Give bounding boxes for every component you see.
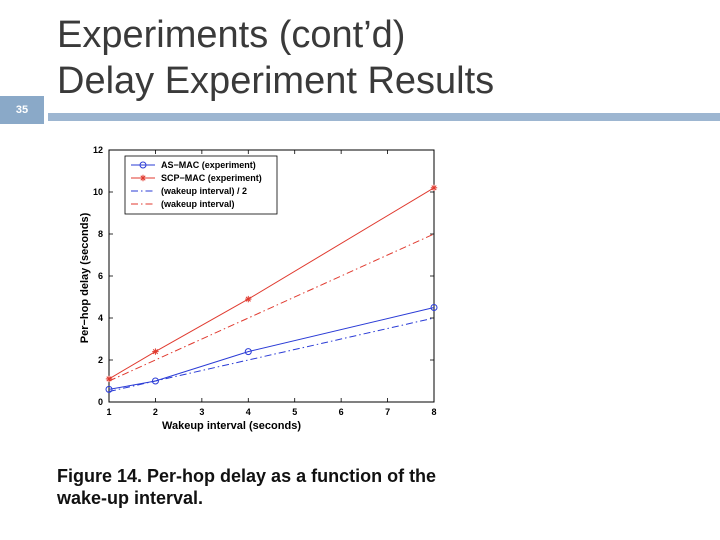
y-tick-label-4: 8 [98, 229, 103, 239]
series-1-point-2 [245, 295, 252, 303]
title-accent-bar [48, 113, 720, 121]
series-0-point-1 [151, 377, 159, 385]
figure-caption: Figure 14. Per-hop delay as a function o… [57, 465, 436, 509]
series-line-2 [108, 317, 435, 392]
legend-swatch-marker-1 [139, 174, 147, 182]
slide-title-line-1: Experiments (cont’d) [57, 14, 406, 56]
slide-title: Experiments (cont’d) Delay Experiment Re… [57, 12, 494, 104]
series-line-0 [108, 307, 435, 390]
y-tick-label-0: 0 [98, 397, 103, 407]
series-line-1 [108, 187, 435, 380]
series-1-point-1 [152, 348, 159, 355]
figure-caption-line-1: Figure 14. Per-hop delay as a function o… [57, 466, 437, 486]
x-tick-label-3: 4 [246, 407, 251, 417]
series-0-point-2 [244, 348, 252, 356]
x-tick-label-6: 7 [385, 407, 390, 417]
x-tick-label-5: 6 [339, 407, 344, 417]
y-tick-label-1: 2 [98, 355, 103, 365]
y-axis-label: Per−hop delay (seconds) [79, 212, 91, 343]
legend-entry-2: (wakeup interval) / 2 [161, 186, 247, 196]
x-tick-label-7: 8 [431, 407, 436, 417]
x-tick-label-1: 2 [153, 407, 158, 417]
x-tick-label-0: 1 [106, 407, 111, 417]
y-tick-label-5: 10 [93, 187, 103, 197]
series-0-point-0 [105, 385, 113, 393]
series-0-point-3 [430, 304, 438, 311]
slide-number-box [0, 96, 44, 124]
series-1-point-3 [430, 184, 438, 191]
x-axis-label: Wakeup interval (seconds) [162, 420, 301, 432]
x-tick-label-4: 5 [292, 407, 297, 417]
legend-swatch-marker-0 [139, 161, 147, 169]
y-tick-label-2: 4 [98, 313, 103, 323]
y-tick-label-6: 12 [93, 145, 103, 155]
series-line-3 [108, 233, 435, 382]
slide-number: 35 [15, 104, 29, 116]
slide-title-line-2: Delay Experiment Results [57, 60, 495, 102]
legend-entry-0: AS−MAC (experiment) [161, 160, 256, 170]
figure-caption-line-2: wake-up interval. [57, 488, 204, 508]
y-tick-label-3: 6 [98, 271, 103, 281]
x-tick-label-2: 3 [199, 407, 204, 417]
legend-entry-1: SCP−MAC (experiment) [161, 173, 262, 183]
legend-entry-3: (wakeup interval) [161, 199, 235, 209]
